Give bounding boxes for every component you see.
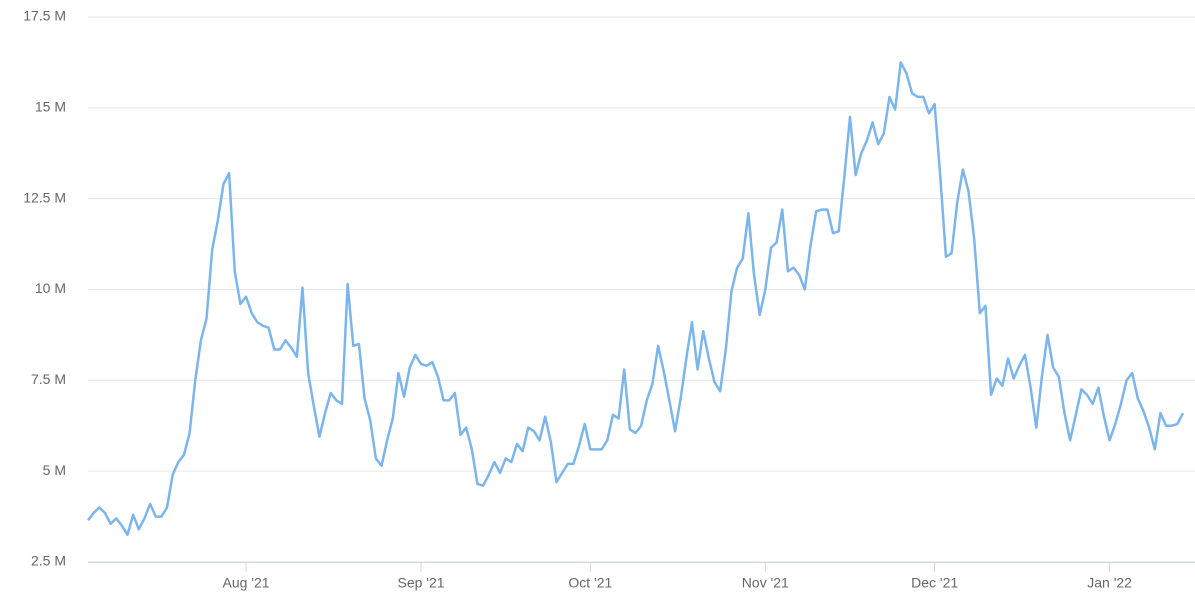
data-line xyxy=(87,61,1185,536)
x-tick-label: Aug '21 xyxy=(223,575,270,591)
x-tick-label: Jan '22 xyxy=(1087,575,1132,591)
x-tick-label: Dec '21 xyxy=(911,575,958,591)
x-tick-label: Nov '21 xyxy=(742,575,789,591)
y-tick-label: 2.5 M xyxy=(31,553,66,569)
x-tick-label: Oct '21 xyxy=(568,575,612,591)
y-tick-label: 5 M xyxy=(43,462,66,478)
x-tick-label: Sep '21 xyxy=(397,575,444,591)
y-tick-label: 12.5 M xyxy=(23,189,66,205)
y-tick-label: 15 M xyxy=(35,99,66,115)
y-tick-label: 7.5 M xyxy=(31,371,66,387)
y-tick-label: 10 M xyxy=(35,280,66,296)
y-tick-label: 17.5 M xyxy=(23,8,66,24)
